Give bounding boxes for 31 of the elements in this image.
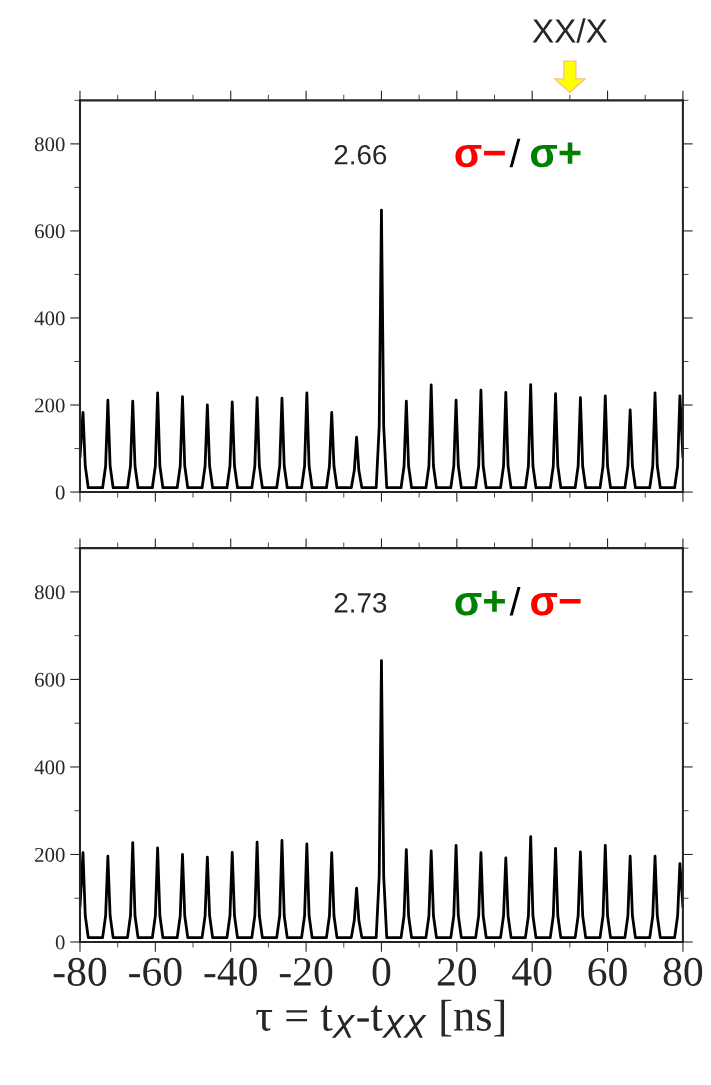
y-tick-label: 200 xyxy=(35,398,65,413)
x-tick-label: 0 xyxy=(372,957,391,986)
annotation: σ− xyxy=(455,144,505,168)
annotation: σ+ xyxy=(455,590,505,616)
x-tick-label: -40 xyxy=(204,957,257,986)
annotation: 2.66 xyxy=(334,144,387,165)
line-series xyxy=(79,208,683,490)
line-series xyxy=(79,659,683,940)
y-tick-label: 400 xyxy=(34,760,65,775)
x-tick-label: -80 xyxy=(53,957,107,986)
x-axis-title: τ = t$_{X}$-t$_{XX}$ [ns] xyxy=(256,999,505,1038)
x-tick-label: 40 xyxy=(512,957,552,986)
x-tick-label: -20 xyxy=(279,957,333,986)
y-tick-label: 400 xyxy=(34,311,65,326)
text: XX/X xyxy=(532,18,608,43)
annotation: 2.73 xyxy=(334,593,387,613)
annotation: / xyxy=(509,138,521,168)
annotation: σ− xyxy=(531,593,581,616)
x-tick-label: 80 xyxy=(663,957,703,986)
x-tick-label: -60 xyxy=(129,957,182,986)
y-tick-label: 600 xyxy=(35,224,65,239)
y-tick-label: 200 xyxy=(35,847,65,862)
y-tick-label: 800 xyxy=(34,585,65,600)
y-tick-label: 600 xyxy=(35,672,65,687)
y-tick-label: 0 xyxy=(55,485,65,500)
y-tick-label: 800 xyxy=(34,137,65,152)
annotation: / xyxy=(509,586,521,616)
annotation: σ+ xyxy=(530,142,581,168)
y-tick-label: 0 xyxy=(55,935,65,950)
x-tick-label: 60 xyxy=(588,957,627,986)
x-tick-label: 20 xyxy=(437,957,477,986)
